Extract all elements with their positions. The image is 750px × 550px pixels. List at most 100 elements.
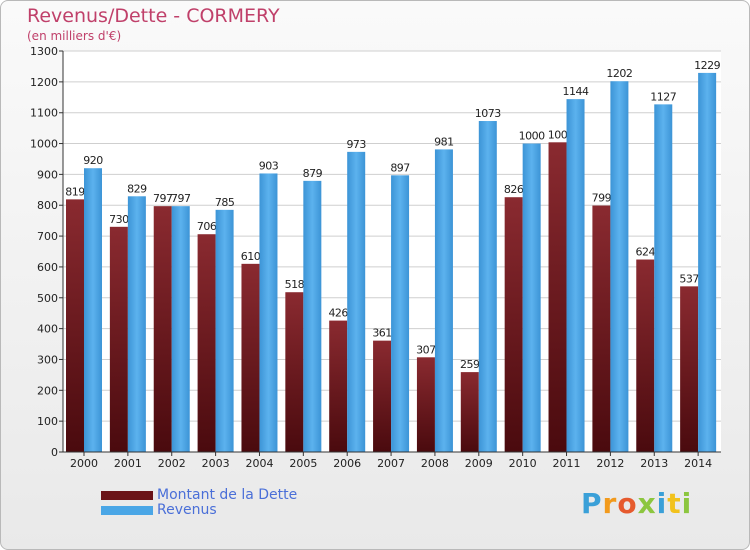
- x-tick-label-2014: 2014: [684, 457, 712, 470]
- data-label-revenus-2011: 1144: [563, 85, 589, 98]
- data-label-dette-2011: 100: [548, 128, 568, 141]
- bar-dette-2004: [241, 263, 260, 452]
- bar-revenus-2004: [259, 173, 278, 452]
- y-tick-label: 400: [37, 323, 58, 336]
- bar-revenus-2011: [566, 99, 585, 453]
- bar-revenus-2013: [654, 104, 673, 453]
- data-label-revenus-2003: 785: [215, 196, 235, 209]
- bar-revenus-2000: [84, 168, 102, 452]
- logo-letter: i: [681, 487, 693, 520]
- bar-dette-2003: [197, 234, 216, 452]
- y-tick-label: 1100: [30, 107, 58, 120]
- bar-revenus-2010: [522, 143, 541, 453]
- legend-item-revenus: Revenus: [101, 502, 217, 518]
- x-tick-label-2013: 2013: [640, 457, 668, 470]
- proxiti-logo: Proxiti: [581, 487, 692, 520]
- bar-revenus-2001: [127, 196, 146, 452]
- y-tick-label: 1200: [30, 76, 58, 89]
- bar-revenus-2005: [303, 180, 322, 452]
- y-tick-label: 700: [37, 230, 58, 243]
- y-tick-label: 500: [37, 292, 58, 305]
- x-tick-label-2005: 2005: [289, 457, 317, 470]
- axis-layer: 0 100 200 300 400 500 600 700 800 900 1000 1100 1200…: [30, 45, 721, 470]
- bar-revenus-2012: [610, 81, 629, 452]
- x-tick-label-2003: 2003: [202, 457, 230, 470]
- data-label-dette-2008: 307: [416, 343, 436, 356]
- data-label-dette-2001: 730: [109, 213, 129, 226]
- data-label-dette-2003: 706: [197, 220, 217, 233]
- bar-dette-2012: [592, 205, 611, 452]
- bar-dette-2007: [373, 340, 392, 452]
- x-tick-label-2004: 2004: [245, 457, 273, 470]
- data-label-dette-2012: 799: [592, 192, 612, 205]
- legend-label-revenus: Revenus: [157, 502, 217, 518]
- data-label-dette-2002: 797: [153, 192, 173, 205]
- bar-revenus-2008: [434, 149, 453, 452]
- bar-revenus-2006: [347, 151, 366, 452]
- data-label-dette-2014: 537: [679, 272, 699, 285]
- logo-letter: x: [637, 487, 657, 520]
- x-tick-label-2010: 2010: [509, 457, 537, 470]
- y-tick-label: 800: [37, 199, 58, 212]
- logo-letter: r: [602, 487, 618, 520]
- bar-dette-2013: [636, 259, 655, 452]
- logo-letter: P: [581, 487, 603, 520]
- bar-dette-2001: [109, 226, 128, 452]
- data-label-dette-2005: 518: [285, 278, 305, 291]
- bar-dette-2009: [460, 372, 479, 452]
- y-tick-label: 300: [37, 353, 58, 366]
- x-tick-label-2000: 2000: [70, 457, 98, 470]
- bar-dette-2010: [504, 197, 523, 452]
- x-tick-label-2006: 2006: [333, 457, 361, 470]
- data-label-revenus-2002: 797: [171, 192, 191, 205]
- bar-dette-2006: [329, 320, 348, 452]
- data-label-revenus-2010: 1000: [519, 130, 545, 143]
- data-label-revenus-2012: 1202: [606, 67, 632, 80]
- bar-revenus-2003: [215, 209, 234, 452]
- chart-title: Revenus/Dette - CORMERY: [27, 5, 280, 27]
- y-tick-label: 100: [37, 415, 58, 428]
- data-label-revenus-2013: 1127: [650, 90, 676, 103]
- y-tick-label: 200: [37, 384, 58, 397]
- data-label-revenus-2008: 981: [434, 135, 454, 148]
- x-tick-label-2009: 2009: [465, 457, 493, 470]
- x-tick-label-2008: 2008: [421, 457, 449, 470]
- data-label-revenus-2004: 903: [259, 159, 279, 172]
- logo-letter: o: [617, 487, 638, 520]
- data-label-dette-2009: 259: [460, 358, 480, 371]
- data-label-dette-2004: 610: [241, 250, 261, 263]
- bar-dette-2002: [153, 206, 172, 452]
- bar-dette-2000: [66, 199, 84, 452]
- bar-revenus-2009: [478, 121, 497, 453]
- bar-revenus-2002: [171, 206, 190, 452]
- legend-item-dette: Montant de la Dette: [101, 487, 297, 503]
- chart-subtitle: (en milliers d'€): [27, 29, 122, 43]
- bar-revenus-2007: [391, 175, 410, 452]
- data-label-dette-2010: 826: [504, 183, 524, 196]
- bar-dette-2005: [285, 292, 304, 452]
- logo-letter: t: [667, 487, 682, 520]
- bar-dette-2014: [680, 286, 699, 452]
- y-tick-label: 600: [37, 261, 58, 274]
- y-tick-label: 1000: [30, 138, 58, 151]
- data-label-revenus-2007: 897: [390, 161, 410, 174]
- bar-revenus-2014: [698, 72, 717, 453]
- x-tick-label-2002: 2002: [158, 457, 186, 470]
- y-tick-label: 0: [51, 446, 58, 459]
- data-label-dette-2006: 426: [328, 307, 348, 320]
- bar-dette-2011: [548, 142, 567, 452]
- legend-swatch-revenus: [101, 505, 153, 515]
- bar-dette-2008: [416, 357, 435, 452]
- data-label-revenus-2000: 920: [83, 154, 103, 167]
- x-tick-label-2007: 2007: [377, 457, 405, 470]
- y-tick-label: 900: [37, 168, 58, 181]
- data-label-dette-2007: 361: [372, 327, 392, 340]
- x-tick-label-2011: 2011: [553, 457, 581, 470]
- data-label-revenus-2001: 829: [127, 182, 147, 195]
- data-label-revenus-2009: 1073: [475, 107, 501, 120]
- data-label-revenus-2014: 1229: [694, 59, 720, 72]
- logo-letter: i: [656, 487, 668, 520]
